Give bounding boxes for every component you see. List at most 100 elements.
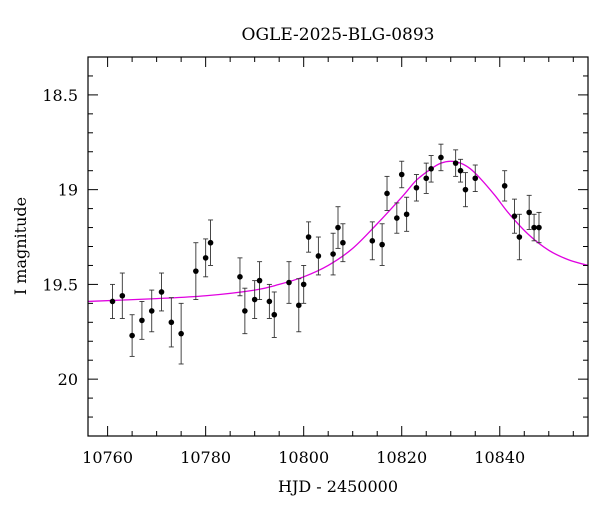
data-marker [452, 160, 459, 166]
data-marker [168, 319, 175, 326]
x-tick-label: 10840 [474, 448, 525, 467]
data-point [242, 287, 248, 335]
data-point [295, 278, 302, 333]
data-point [457, 158, 464, 183]
data-marker [511, 213, 518, 219]
data-point [139, 301, 145, 340]
data-marker [193, 268, 199, 274]
data-point [193, 242, 199, 301]
data-marker [139, 317, 145, 324]
data-marker [300, 281, 307, 288]
data-point [237, 257, 243, 297]
data-point [462, 172, 469, 208]
data-point [207, 219, 214, 266]
data-marker [428, 166, 434, 172]
data-point [531, 213, 537, 242]
data-point [271, 291, 278, 338]
data-marker [394, 215, 400, 221]
data-marker [536, 224, 542, 231]
x-tick-label: 10780 [180, 448, 231, 467]
data-point [286, 261, 292, 304]
data-point [178, 302, 184, 365]
data-point [202, 238, 209, 278]
data-marker [384, 190, 390, 197]
data-marker [369, 238, 376, 244]
data-point [511, 198, 518, 234]
data-point [413, 174, 420, 202]
data-point [251, 280, 258, 319]
data-marker [305, 234, 312, 240]
data-point [330, 232, 336, 276]
data-point [423, 162, 430, 194]
data-points-layer [109, 143, 542, 365]
data-point [394, 202, 400, 234]
data-marker [266, 298, 273, 305]
data-point [472, 164, 479, 192]
data-point [428, 155, 434, 183]
data-marker [158, 289, 165, 295]
data-marker [457, 167, 464, 174]
data-marker [379, 241, 385, 248]
data-point [516, 213, 523, 261]
data-point [438, 143, 444, 172]
data-marker [178, 330, 184, 337]
x-tick-label: 10760 [82, 448, 133, 467]
y-tick-label: 20 [58, 370, 78, 389]
data-marker [462, 186, 469, 193]
data-marker [256, 277, 263, 284]
data-marker [148, 308, 155, 314]
data-point [340, 223, 346, 263]
data-marker [129, 332, 135, 339]
data-point [119, 272, 126, 319]
data-point [158, 272, 165, 312]
data-point [452, 149, 459, 177]
data-point [109, 283, 116, 319]
data-marker [340, 239, 346, 246]
data-point [148, 289, 155, 333]
data-point [335, 206, 341, 249]
data-marker [472, 175, 479, 182]
data-marker [516, 234, 523, 240]
x-axis-label: HJD - 2450000 [278, 477, 398, 496]
data-marker [119, 292, 126, 299]
data-point [369, 221, 376, 261]
data-point [536, 211, 542, 244]
data-marker [271, 311, 278, 318]
data-point [168, 297, 175, 348]
data-point [526, 194, 532, 230]
data-point [129, 314, 135, 357]
data-marker [202, 255, 209, 261]
data-point [315, 236, 322, 276]
data-marker [531, 224, 537, 231]
data-marker [286, 279, 292, 286]
data-marker [242, 308, 248, 314]
data-marker [237, 274, 243, 280]
data-marker [501, 183, 508, 189]
data-marker [423, 175, 430, 182]
data-point [403, 196, 410, 232]
data-marker [109, 298, 116, 305]
data-marker [251, 296, 258, 303]
y-tick-label: 18.5 [42, 86, 78, 105]
x-tick-label: 10820 [376, 448, 427, 467]
y-axis-label: I magnitude [11, 197, 30, 295]
data-marker [295, 302, 302, 309]
chart-title: OGLE-2025-BLG-0893 [242, 25, 435, 45]
data-point [300, 265, 307, 304]
data-point [379, 223, 385, 266]
data-marker [398, 171, 405, 178]
data-marker [330, 251, 336, 257]
data-marker [207, 239, 214, 246]
data-point [266, 283, 273, 319]
data-point [256, 261, 263, 301]
axis-ticks [88, 56, 588, 437]
y-tick-label: 19 [58, 181, 78, 200]
data-point [398, 160, 405, 189]
x-tick-label: 10800 [278, 448, 329, 467]
data-marker [335, 224, 341, 231]
tick-labels: 10760 10780 10800 10820 10840 18.5 19 19.5 20 [42, 86, 525, 467]
y-tick-label: 19.5 [42, 275, 78, 294]
data-marker [526, 209, 532, 216]
data-marker [413, 184, 420, 191]
